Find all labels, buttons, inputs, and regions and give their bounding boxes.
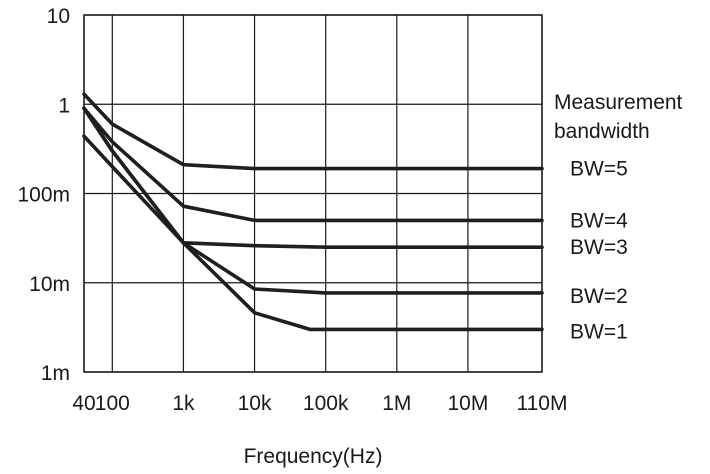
y-tick-label-1: 1	[58, 94, 70, 117]
legend-title-line-2: bandwidth	[554, 120, 650, 143]
series-line-bw-4	[82, 106, 544, 223]
x-tick-label-1m: 1M	[382, 392, 411, 415]
x-tick-label-110m: 110M	[517, 392, 568, 415]
series-line-bw-1	[82, 106, 544, 332]
series-label-bw-1: BW=1	[570, 320, 628, 343]
series-label-bw-3: BW=3	[570, 236, 628, 259]
y-tick-label-1m: 1m	[41, 362, 70, 385]
series-label-bw-4: BW=4	[570, 209, 628, 232]
series-label-bw-5: BW=5	[570, 158, 628, 181]
x-tick-label-10m: 10M	[448, 392, 489, 415]
series-labels: BW=5 BW=4 BW=3 BW=2 BW=1	[570, 158, 628, 344]
x-tick-label-1k: 1k	[172, 392, 195, 415]
series-label-bw-2: BW=2	[570, 285, 628, 308]
legend-title-line-1: Measurement	[554, 91, 683, 114]
x-tick-label-100k: 100k	[303, 392, 349, 415]
y-tick-label-10m: 10m	[29, 273, 70, 296]
x-tick-label-100: 100	[95, 392, 130, 415]
x-axis-label: Frequency(Hz)	[244, 445, 383, 468]
grid	[83, 14, 543, 373]
y-tick-label-10: 10	[47, 5, 70, 28]
x-tick-label-10k: 10k	[238, 392, 272, 415]
curves	[82, 92, 544, 332]
series-line-bw-5	[82, 92, 544, 171]
series-line-bw-3	[82, 134, 544, 249]
y-tick-label-100m: 100m	[17, 184, 70, 207]
x-tick-label-40: 40	[72, 392, 95, 415]
tick-labels: 40 100 1k 10k 100k 1M 10M 110M 10 1 100m 10m 1m	[17, 5, 567, 415]
plot-frame	[83, 14, 543, 373]
